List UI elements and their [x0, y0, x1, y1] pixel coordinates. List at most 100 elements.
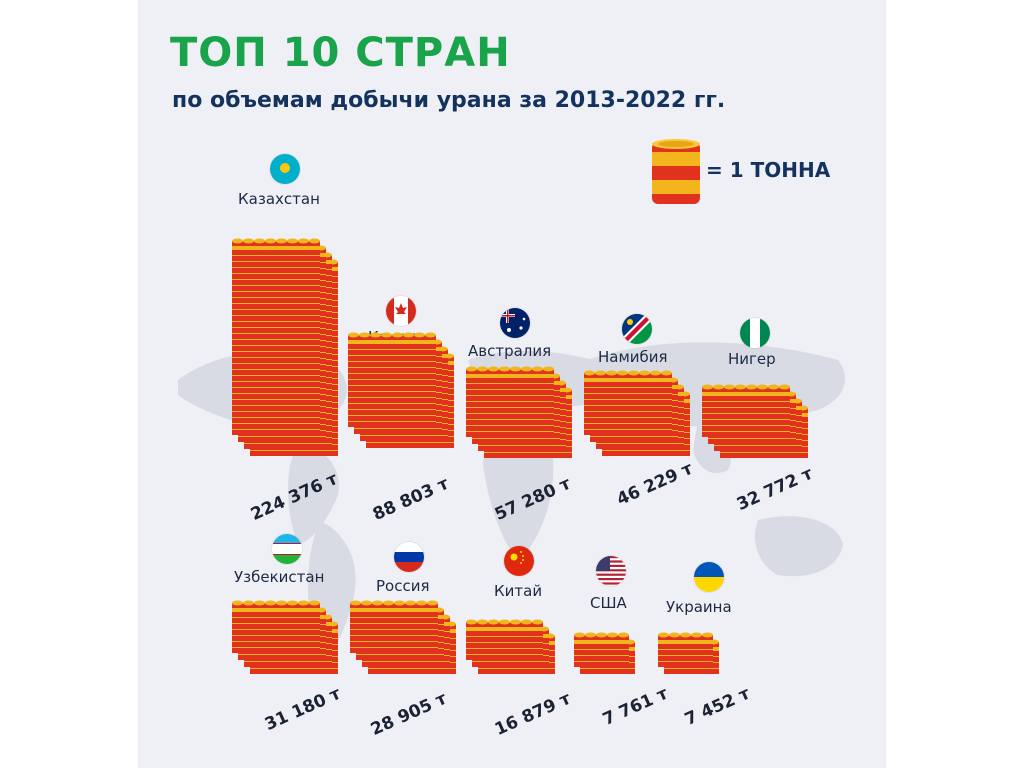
bar-Австралия — [466, 366, 572, 458]
barrel-mark — [381, 332, 392, 349]
china-flag — [504, 546, 534, 576]
bar-Узбекистан — [232, 600, 338, 674]
country-label: Украина — [666, 598, 732, 616]
legend: = 1 ТОННА — [650, 138, 850, 208]
barrel-mark — [383, 600, 394, 617]
legend-text: = 1 ТОННА — [706, 158, 831, 182]
barrel-mark — [254, 238, 265, 255]
barrel-mark — [243, 600, 254, 617]
bar-Украина — [658, 632, 719, 674]
barrel-mark — [724, 384, 735, 401]
uzbekistan-flag — [272, 534, 302, 564]
country-label: Китай — [494, 582, 543, 600]
barrel-mark — [768, 384, 779, 401]
barrel-mark — [425, 332, 436, 349]
bar-Канада — [348, 332, 454, 448]
usa-flag — [596, 556, 626, 586]
barrel-mark — [243, 238, 254, 255]
barrel-mark — [702, 384, 713, 401]
barrel-mark — [392, 332, 403, 349]
barrel-mark — [702, 632, 713, 649]
barrel-icon — [652, 139, 700, 204]
barrel-mark — [232, 600, 243, 617]
page-subtitle: по объемам добычи урана за 2013-2022 гг. — [172, 88, 726, 113]
barrel-mark — [361, 600, 372, 617]
barrel-mark — [416, 600, 427, 617]
barrel-mark — [595, 370, 606, 387]
barrel-mark — [488, 619, 499, 636]
barrel-mark — [596, 632, 607, 649]
barrel-mark — [298, 238, 309, 255]
barrel-mark — [658, 632, 669, 649]
country-label: Казахстан — [238, 190, 320, 208]
barrel-mark — [628, 370, 639, 387]
barrel-mark — [370, 332, 381, 349]
barrel-mark — [298, 600, 309, 617]
barrel-mark — [691, 632, 702, 649]
barrel-mark — [779, 384, 790, 401]
barrel-mark — [477, 619, 488, 636]
bar-Намибия — [584, 370, 690, 456]
barrel-mark — [639, 370, 650, 387]
bar-Китай — [466, 619, 555, 674]
country-label: Австралия — [468, 342, 552, 360]
barrel-mark — [585, 632, 596, 649]
barrel-mark — [405, 600, 416, 617]
barrel-mark — [466, 366, 477, 383]
barrel-mark — [618, 632, 629, 649]
barrel-mark — [669, 632, 680, 649]
russia-flag — [394, 542, 424, 572]
barrel-mark — [499, 366, 510, 383]
barrel-mark — [499, 619, 510, 636]
barrel-mark — [607, 632, 618, 649]
nigeria-flag — [740, 318, 770, 348]
barrel-mark — [403, 332, 414, 349]
barrel-mark — [510, 366, 521, 383]
country-label: Нигер — [728, 350, 776, 368]
barrel-mark — [521, 366, 532, 383]
barrel-mark — [350, 600, 361, 617]
barrel-mark — [309, 238, 320, 255]
barrel-mark — [276, 600, 287, 617]
barrel-mark — [606, 370, 617, 387]
barrel-mark — [287, 238, 298, 255]
bar-Нигер — [702, 384, 808, 458]
barrel-mark — [309, 600, 320, 617]
country-label: Намибия — [598, 348, 668, 366]
barrel-mark — [757, 384, 768, 401]
barrel-mark — [232, 238, 243, 255]
barrel-mark — [287, 600, 298, 617]
canada-flag — [386, 296, 416, 326]
barrel-mark — [427, 600, 438, 617]
barrel-mark — [466, 619, 477, 636]
country-label: США — [590, 594, 627, 612]
barrel-mark — [584, 370, 595, 387]
barrel-mark — [532, 366, 543, 383]
barrel-mark — [265, 238, 276, 255]
barrel-mark — [510, 619, 521, 636]
country-label: Узбекистан — [234, 568, 325, 586]
barrel-mark — [543, 366, 554, 383]
barrel-mark — [265, 600, 276, 617]
barrel-mark — [574, 632, 585, 649]
barrel-mark — [394, 600, 405, 617]
bar-США — [574, 632, 635, 674]
bar-Россия — [350, 600, 456, 674]
australia-flag — [500, 308, 530, 338]
barrel-mark — [488, 366, 499, 383]
namibia-flag — [622, 314, 652, 344]
barrel-mark — [477, 366, 488, 383]
infographic-panel: ТОП 10 СТРАН по объемам добычи урана за … — [138, 0, 886, 768]
kazakhstan-flag — [270, 154, 300, 184]
barrel-mark — [735, 384, 746, 401]
barrel-mark — [348, 332, 359, 349]
barrel-mark — [359, 332, 370, 349]
barrel-mark — [521, 619, 532, 636]
barrel-mark — [254, 600, 265, 617]
barrel-mark — [680, 632, 691, 649]
barrel-mark — [532, 619, 543, 636]
barrel-mark — [713, 384, 724, 401]
barrel-mark — [650, 370, 661, 387]
barrel-mark — [617, 370, 628, 387]
page-title: ТОП 10 СТРАН — [170, 30, 511, 76]
